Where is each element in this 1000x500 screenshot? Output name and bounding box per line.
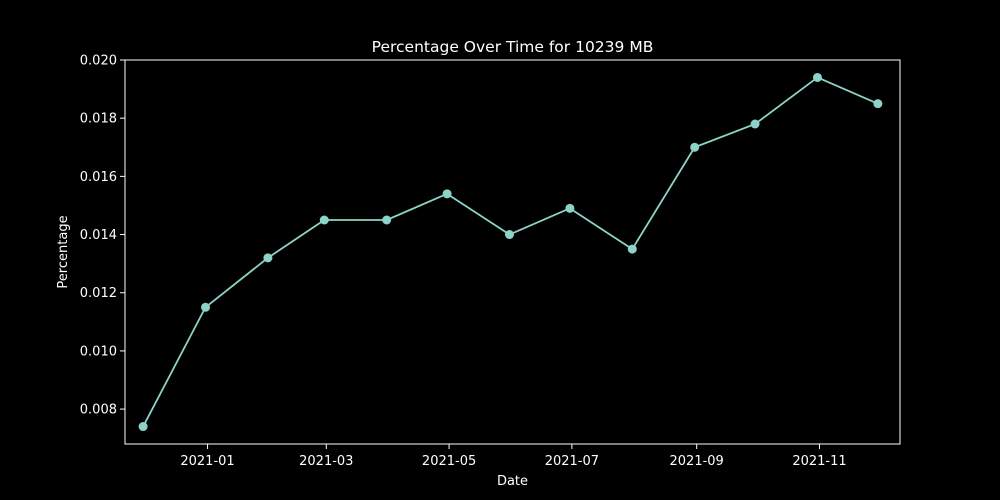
data-point bbox=[263, 253, 273, 263]
x-tick-label: 2021-03 bbox=[299, 454, 353, 469]
y-tick-label: 0.020 bbox=[80, 54, 117, 69]
data-point bbox=[382, 215, 392, 225]
series-line bbox=[142, 76, 879, 427]
plot-frame bbox=[124, 59, 901, 445]
y-tick-label: 0.016 bbox=[80, 170, 117, 185]
data-point bbox=[627, 244, 637, 254]
x-tick-label: 2021-05 bbox=[422, 454, 476, 469]
chart-title: Percentage Over Time for 10239 MB bbox=[372, 38, 654, 56]
x-axis: 2021-01 2021-03 2021-05 2021-07 2021-09 2021-… bbox=[180, 444, 847, 469]
data-point bbox=[873, 99, 883, 109]
y-tick-label: 0.012 bbox=[80, 286, 117, 301]
x-tick-label: 2021-11 bbox=[792, 454, 846, 469]
data-point bbox=[319, 215, 329, 225]
x-axis-title: Date bbox=[497, 474, 528, 489]
y-axis: 0.008 0.010 0.012 0.014 0.016 0.018 0.020 bbox=[80, 54, 125, 418]
y-tick-label: 0.014 bbox=[80, 228, 117, 243]
data-point bbox=[565, 203, 575, 213]
data-point bbox=[201, 302, 211, 312]
x-tick-label: 2021-01 bbox=[180, 454, 234, 469]
y-tick-label: 0.008 bbox=[80, 403, 117, 418]
data-point bbox=[138, 422, 148, 432]
data-point bbox=[504, 230, 514, 240]
data-point bbox=[750, 119, 760, 129]
y-axis-title: Percentage bbox=[56, 215, 71, 288]
y-tick-label: 0.018 bbox=[80, 112, 117, 127]
x-tick-label: 2021-07 bbox=[545, 454, 599, 469]
data-point bbox=[442, 189, 452, 199]
x-tick-label: 2021-09 bbox=[670, 454, 724, 469]
series-layer bbox=[138, 72, 883, 432]
data-point bbox=[690, 142, 700, 152]
y-tick-label: 0.010 bbox=[80, 344, 117, 359]
data-point bbox=[812, 72, 822, 82]
